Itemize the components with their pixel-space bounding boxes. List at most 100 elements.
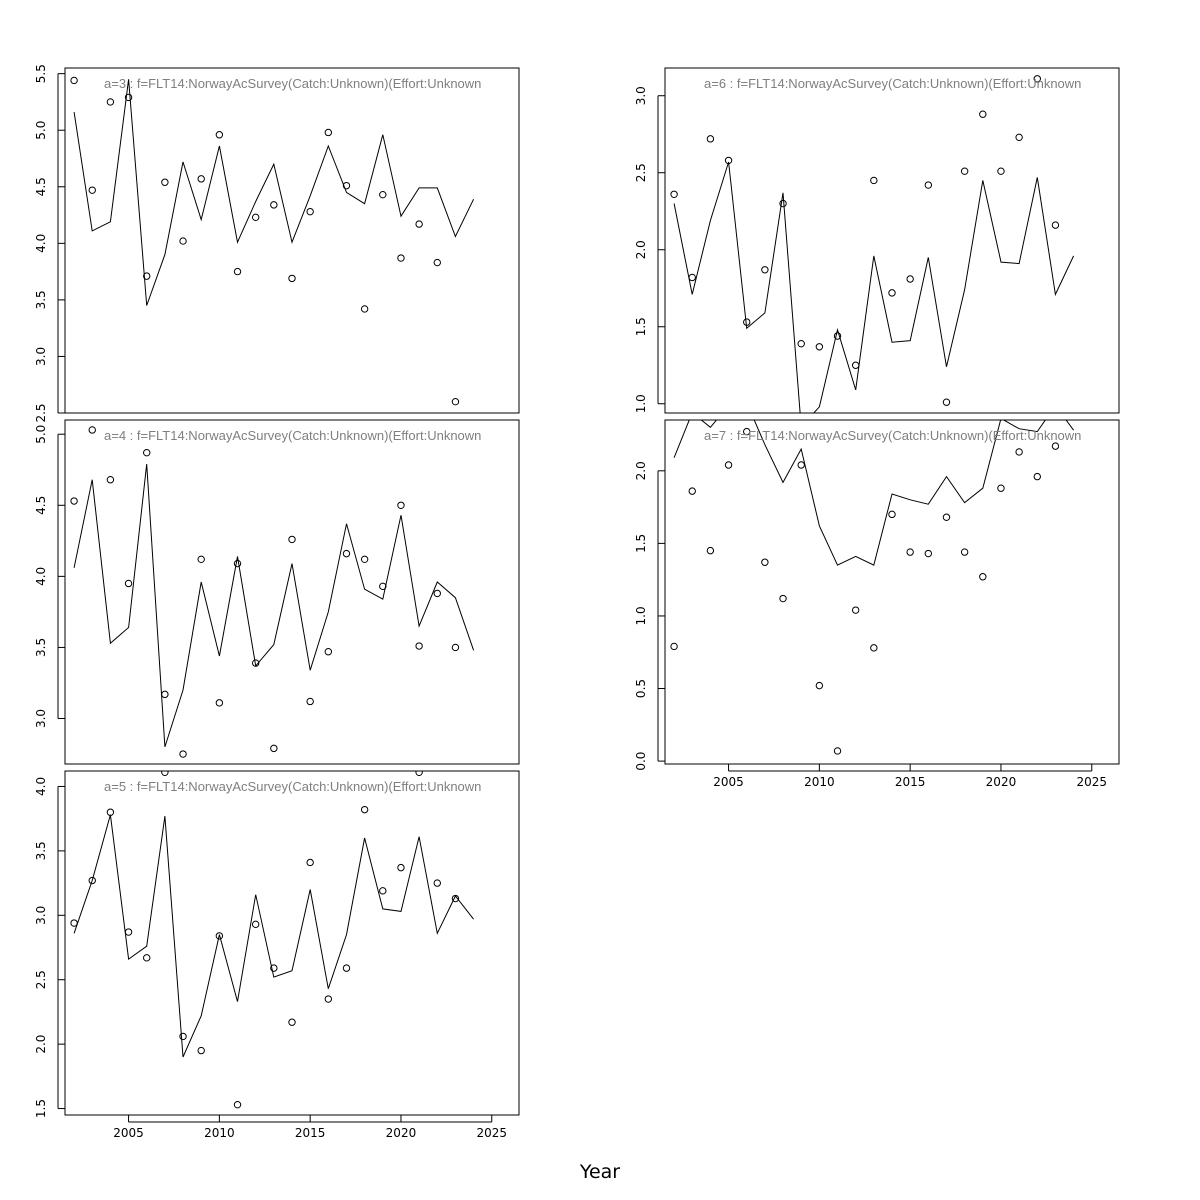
y-tick-label: 1.5	[634, 534, 648, 553]
observed-point	[251, 920, 260, 929]
observed-point	[724, 156, 733, 165]
observed-point	[233, 559, 242, 568]
observed-point	[270, 201, 278, 209]
observed-point	[779, 594, 787, 603]
observed-point	[979, 573, 987, 581]
observed-point	[379, 190, 387, 199]
y-tick-label: 2.0	[634, 240, 648, 259]
y-tick-label: 5.5	[34, 64, 48, 83]
x-axis-label: Year	[579, 1161, 620, 1183]
panel-4: 1.0 1.5 2.0 2.5 3.0 a=6 : f=FLT14:NorwayAcSur…	[634, 67, 1120, 414]
panel-title: a=3 : f=FLT14:NorwayAcSurvey(Catch:Unkno…	[104, 76, 481, 91]
y-tick-label: 1.0	[634, 606, 648, 625]
panel-1: 2.5 3.0 3.5 4.0 4.5 5.0 5.5 a=3 : f=FLT14:Norwa…	[34, 64, 520, 423]
observed-point	[960, 167, 969, 175]
observed-point	[379, 887, 387, 895]
observed-point	[143, 272, 151, 280]
observed-point	[979, 110, 987, 118]
observed-point	[960, 548, 969, 556]
observed-point	[161, 771, 169, 776]
observed-point	[233, 267, 242, 276]
observed-point	[124, 928, 133, 936]
observed-point	[870, 176, 878, 185]
observed-point	[743, 318, 751, 326]
observed-point	[833, 332, 842, 340]
observed-point	[270, 964, 278, 972]
observed-point	[342, 181, 351, 190]
x-tick-label: 2005	[713, 775, 744, 789]
observed-point	[670, 190, 678, 198]
observed-point	[360, 305, 369, 313]
x-tick-label: 2025	[1076, 775, 1107, 789]
observed-point	[270, 744, 278, 753]
observed-point	[688, 487, 696, 495]
data-area	[670, 420, 1075, 755]
y-tick-label: 2.5	[34, 403, 48, 422]
observed-point	[124, 93, 133, 102]
x-tick-label: 2010	[804, 775, 835, 789]
observed-point	[433, 258, 441, 267]
observed-point	[415, 220, 423, 228]
observed-point	[833, 747, 842, 755]
observed-point	[397, 254, 405, 262]
observed-point	[761, 266, 769, 274]
fitted-line	[673, 420, 1075, 566]
observed-point	[197, 175, 205, 183]
y-tick-label: 4.5	[34, 177, 48, 196]
y-tick-label: 0.5	[634, 679, 648, 698]
observed-point	[306, 697, 314, 706]
observed-point	[851, 361, 860, 369]
observed-point	[688, 273, 696, 282]
observed-point	[288, 1018, 296, 1026]
observed-point	[906, 275, 914, 283]
observed-point	[924, 181, 933, 189]
observed-point	[324, 995, 333, 1003]
x-tick-label: 2020	[386, 1126, 417, 1140]
fitted-line	[73, 79, 475, 306]
y-tick-label: 3.5	[34, 290, 48, 309]
observed-point	[288, 535, 296, 544]
plot-frame	[664, 67, 1120, 414]
observed-point	[1015, 448, 1023, 456]
fitted-line	[73, 464, 475, 748]
observed-point	[888, 510, 896, 519]
data-area	[70, 426, 475, 758]
observed-point	[433, 879, 441, 887]
y-tick-label: 0.0	[634, 752, 648, 771]
data-area	[70, 771, 474, 1109]
observed-point	[360, 805, 369, 814]
observed-point	[179, 1032, 187, 1041]
observed-point	[743, 427, 751, 436]
observed-point	[670, 642, 678, 651]
observed-point	[106, 476, 115, 484]
observed-point	[106, 98, 115, 106]
observed-point	[397, 501, 405, 509]
observed-point	[106, 808, 115, 816]
data-area	[70, 76, 475, 406]
observed-point	[706, 135, 715, 143]
observed-point	[179, 750, 187, 758]
observed-point	[942, 398, 951, 406]
panel-title: a=7 : f=FLT14:NorwayAcSurvey(Catch:Unkno…	[704, 428, 1081, 443]
observed-point	[451, 643, 460, 652]
panel-title: a=4 : f=FLT14:NorwayAcSurvey(Catch:Unkno…	[104, 428, 481, 443]
observed-point	[288, 274, 296, 283]
observed-point	[451, 894, 460, 903]
observed-point	[88, 876, 96, 885]
y-tick-label: 3.0	[34, 709, 48, 728]
observed-point	[379, 582, 387, 591]
y-tick-label: 5.0	[34, 121, 48, 140]
y-tick-label: 2.5	[634, 163, 648, 182]
x-tick-label: 2015	[895, 775, 926, 789]
fitted-line	[73, 814, 474, 1058]
observed-point	[779, 199, 787, 208]
observed-point	[70, 919, 78, 927]
observed-point	[942, 513, 951, 521]
observed-point	[997, 484, 1005, 492]
panel-title: a=5 : f=FLT14:NorwayAcSurvey(Catch:Unkno…	[104, 779, 481, 794]
plot-frame	[64, 419, 520, 765]
panel-3: 1.5 2.0 2.5 3.0 3.5 4.0 2005 2010 2015 2020 2025 a=…	[34, 770, 520, 1140]
y-tick-label: 2.0	[634, 461, 648, 480]
observed-point	[397, 863, 405, 872]
observed-point	[797, 339, 805, 348]
